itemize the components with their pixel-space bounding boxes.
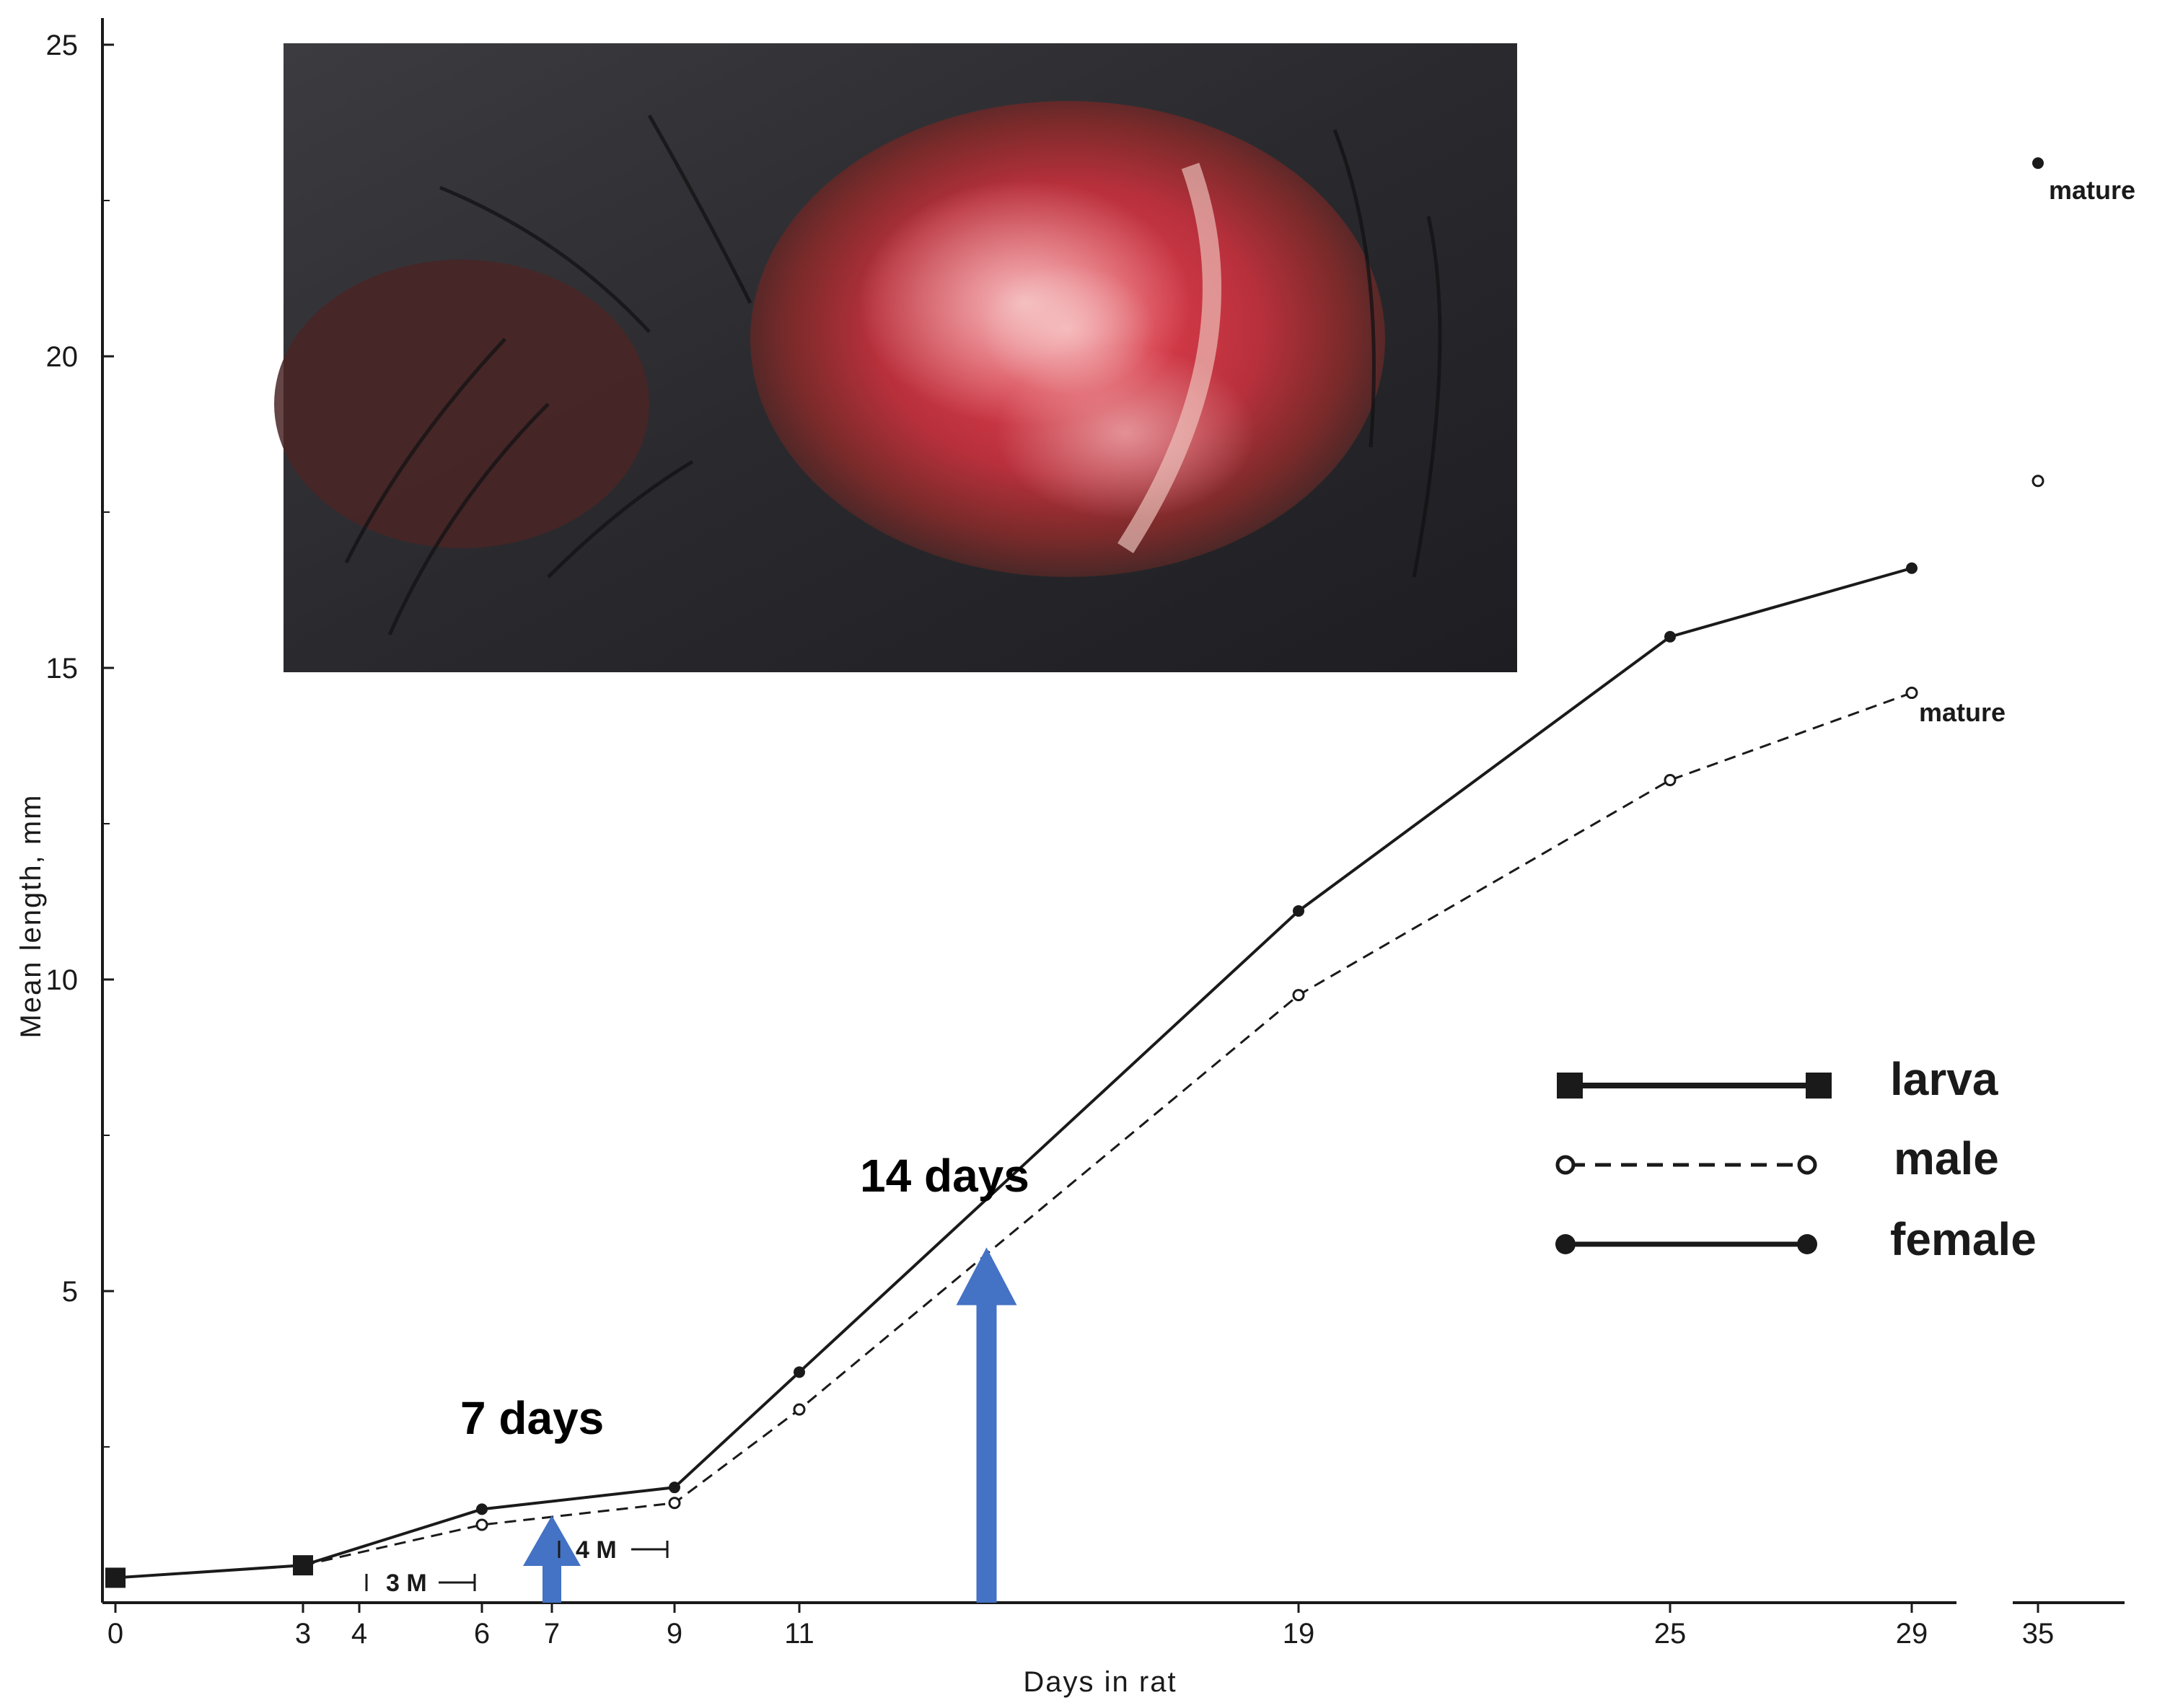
point-male-29 [1905,687,1918,700]
point-male-11 [793,1403,806,1416]
legend-marker-larva-left [1557,1073,1583,1099]
point-male-25 [1664,774,1677,787]
x-axis-title: Days in rat [1023,1666,1177,1698]
x-tick-label-25: 25 [1654,1618,1687,1650]
x-tick-label-35: 35 [2022,1618,2055,1650]
point-larva-0 [105,1567,126,1588]
series-line-larva [115,1564,304,1580]
x-tick-label-29: 29 [1896,1618,1928,1650]
legend-marker-female-right [1797,1234,1817,1254]
arrow-label-14-days: 14 days [860,1150,1029,1202]
legend-label-female: female [1890,1213,2037,1265]
arrow-head-7 [523,1515,581,1567]
series-layer [105,157,2044,1588]
point-female-6 [476,1503,488,1515]
arrow-label-7-days: 7 days [460,1392,604,1444]
legend-marker-male-left [1555,1155,1576,1175]
point-male-6 [475,1518,488,1531]
mature-label-female: mature [2049,175,2135,205]
legend: larva male female [1555,1053,2037,1265]
x-tick-label-19: 19 [1283,1618,1315,1650]
point-male-19 [1292,989,1305,1002]
x-tick-label-6: 6 [474,1618,490,1650]
x-tick-label-4: 4 [351,1618,367,1650]
y-tick-label-10: 10 [46,964,79,996]
mature-label-male: mature [1919,697,2006,727]
point-female-25 [1664,630,1676,643]
x-tick-label-0: 0 [107,1618,123,1650]
legend-item-larva: larva [1557,1053,1998,1105]
legend-item-female: female [1555,1213,2037,1265]
point-male-9 [668,1497,681,1510]
y-tick-label-25: 25 [46,30,79,61]
isolated-point-male [2032,475,2044,488]
y-axis-title: Mean length, mm [15,793,47,1038]
point-female-29 [1906,562,1918,574]
arrow-shaft-14 [976,1303,997,1603]
point-female-19 [1293,904,1304,917]
x-tick-label-9: 9 [667,1618,682,1650]
legend-marker-larva-right [1806,1073,1832,1099]
molt-label-4m: 4 M [576,1536,617,1564]
x-tick-label-7: 7 [544,1618,560,1650]
x-tick-label-3: 3 [295,1618,311,1650]
legend-item-male: male [1555,1132,1999,1184]
isolated-point-female [2032,157,2044,170]
y-tick-label-15: 15 [46,653,79,684]
point-female-11 [794,1366,805,1378]
legend-marker-male-right [1797,1155,1817,1175]
point-female-3 [297,1559,309,1572]
legend-label-larva: larva [1890,1053,1998,1105]
photo-inset [274,43,1517,672]
point-female-9 [669,1482,680,1494]
x-tick-label-11: 11 [784,1618,814,1650]
y-tick-label-5: 5 [62,1276,78,1308]
legend-marker-female-left [1555,1234,1576,1254]
annotation-layer [365,1247,1017,1603]
arrow-shaft-7 [543,1564,561,1603]
y-tick-label-20: 20 [46,341,79,373]
axes: 5 10 15 20 25 0 3 4 6 7 9 11 19 25 29 35 [46,18,2125,1650]
molt-label-3m: 3 M [386,1570,427,1597]
arrow-head-14 [956,1247,1017,1306]
legend-label-male: male [1894,1132,1999,1184]
